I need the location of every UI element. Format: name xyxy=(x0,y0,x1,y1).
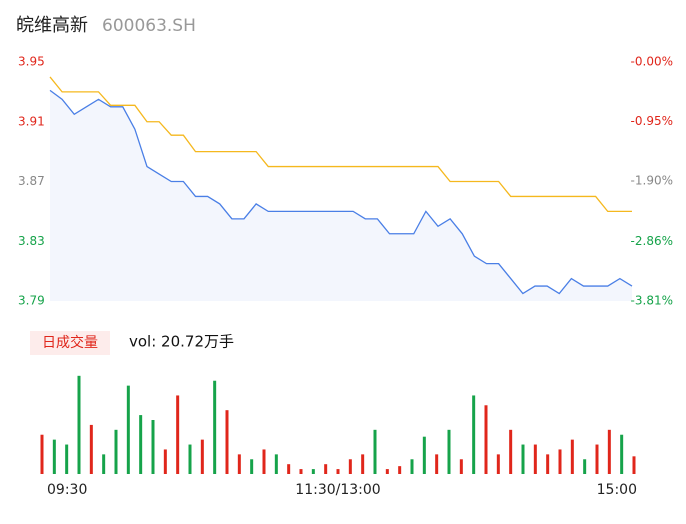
volume-bar xyxy=(398,466,402,474)
volume-bar xyxy=(274,454,278,474)
volume-bar xyxy=(459,459,463,474)
volume-bar xyxy=(299,469,303,474)
volume-bar xyxy=(225,410,229,474)
volume-bar xyxy=(188,444,192,474)
volume-bar xyxy=(422,436,426,474)
volume-bar xyxy=(89,424,93,474)
x-tick-label: 09:30 xyxy=(47,482,87,498)
x-tick-label: 11:30/13:00 xyxy=(295,482,380,498)
volume-bar xyxy=(472,395,476,474)
y-tick-label: 3.95 xyxy=(18,55,45,69)
y-tick-label: 3.91 xyxy=(18,114,45,128)
volume-bar xyxy=(40,434,44,474)
volume-bar xyxy=(385,469,389,474)
volume-bar xyxy=(583,459,587,474)
volume-bar xyxy=(311,469,315,474)
volume-bar xyxy=(373,429,377,474)
volume-bar xyxy=(435,454,439,474)
volume-bar xyxy=(361,454,365,474)
volume-badge xyxy=(30,331,110,355)
volume-bar xyxy=(139,415,143,474)
volume-summary: vol: 20.72万手 xyxy=(129,333,234,351)
volume-bar xyxy=(176,395,180,474)
volume-bar xyxy=(102,454,106,474)
volume-bar xyxy=(336,469,340,474)
volume-bar xyxy=(262,449,266,474)
volume-bar xyxy=(348,459,352,474)
volume-bar xyxy=(250,459,254,474)
volume-bar xyxy=(595,444,599,474)
volume-bar xyxy=(558,449,562,474)
volume-bar xyxy=(546,454,550,474)
series-line xyxy=(49,76,632,213)
volume-bar xyxy=(213,380,217,474)
x-tick-label: 15:00 xyxy=(597,482,637,498)
volume-bar xyxy=(484,405,488,474)
stock-code: 600063.SH xyxy=(102,16,196,36)
y2-tick-label: -0.00% xyxy=(631,55,673,69)
y-tick-label: 3.87 xyxy=(18,174,45,188)
volume-bar xyxy=(163,449,167,474)
volume-bar xyxy=(151,420,155,474)
volume-bar xyxy=(496,454,500,474)
volume-bar xyxy=(620,434,624,474)
volume-bar xyxy=(632,456,636,474)
volume-bar xyxy=(237,454,241,474)
y2-tick-label: -0.95% xyxy=(631,114,673,128)
y2-tick-label: -3.81% xyxy=(631,294,673,308)
y2-tick-label: -2.86% xyxy=(631,234,673,248)
volume-bar xyxy=(200,439,204,474)
volume-label: 日成交量 xyxy=(42,334,98,351)
volume-bar xyxy=(533,444,537,474)
volume-bar xyxy=(607,429,611,474)
series-line xyxy=(49,89,633,295)
volume-bar xyxy=(65,444,69,474)
volume-bar xyxy=(570,439,574,474)
volume-bar xyxy=(447,429,451,474)
volume-bar xyxy=(114,429,118,474)
volume-bar xyxy=(410,459,414,474)
volume-bar xyxy=(324,464,328,474)
volume-bar xyxy=(126,385,130,474)
price-area xyxy=(50,90,632,301)
volume-bar xyxy=(521,444,525,474)
y2-tick-label: -1.90% xyxy=(631,174,673,188)
volume-bar xyxy=(52,439,56,474)
volume-bar xyxy=(77,375,81,474)
volume-bar xyxy=(509,429,513,474)
y-tick-label: 3.79 xyxy=(18,294,45,308)
y-tick-label: 3.83 xyxy=(18,234,45,248)
volume-bar xyxy=(287,464,291,474)
stock-name: 皖维高新 xyxy=(16,15,88,36)
